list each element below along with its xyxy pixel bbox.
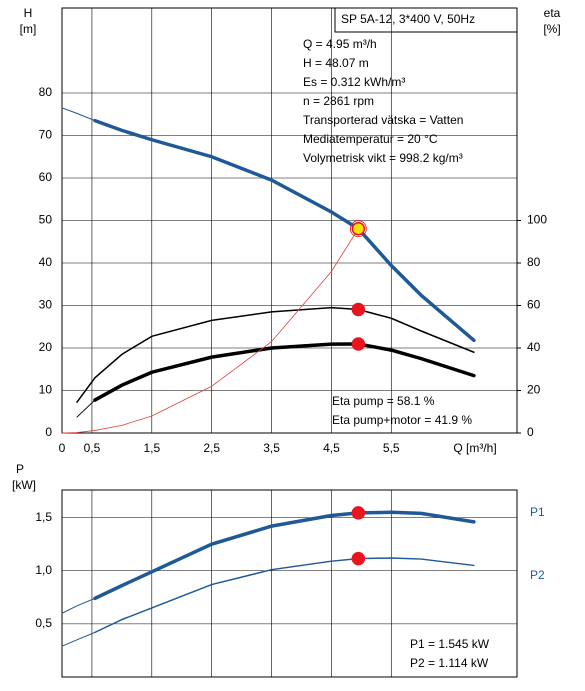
annotation: Mediatemperatur = 20 °C — [303, 132, 438, 146]
y-tick-label: 50 — [39, 213, 53, 227]
curve — [61, 631, 96, 647]
y-tick-label: 10 — [39, 383, 53, 397]
chart-title: SP 5A-12, 3*400 V, 50Hz — [341, 12, 475, 26]
duty-point — [351, 221, 366, 236]
series-label: P1 — [530, 505, 545, 519]
y2-tick-label: 60 — [527, 298, 541, 312]
y-tick-label: 30 — [39, 298, 53, 312]
duty-point — [351, 337, 366, 351]
duty-point — [351, 551, 366, 566]
annotation: H = 48.07 m — [303, 56, 369, 70]
annotation: Transporterad vätska = Vatten — [303, 113, 463, 127]
curve — [94, 557, 475, 634]
y2-tick-label: 40 — [527, 340, 541, 354]
x-tick-label: 4,5 — [323, 441, 340, 455]
y-tick-label: 0,5 — [35, 616, 52, 630]
y2-label: eta — [544, 6, 561, 20]
curve — [93, 342, 476, 402]
x-tick-label: 0,5 — [84, 441, 101, 455]
y-tick-label: 20 — [39, 340, 53, 354]
curve — [61, 107, 96, 122]
duty-point — [351, 506, 366, 520]
curve — [61, 228, 359, 434]
series-label: P2 — [530, 568, 545, 582]
y-label: H — [24, 6, 33, 20]
y2-unit: [%] — [543, 22, 560, 36]
y-tick-label: 70 — [39, 128, 53, 142]
y-tick-label: 80 — [39, 85, 53, 99]
title-box — [334, 7, 518, 33]
curve — [93, 118, 476, 343]
annotation: Es = 0.312 kWh/m³ — [303, 75, 405, 89]
x-tick-label: 5,5 — [383, 441, 400, 455]
curve — [76, 306, 475, 403]
y-tick-label: 40 — [39, 255, 53, 269]
note: Eta pump = 58.1 % — [332, 394, 435, 408]
annotation: n = 2861 rpm — [303, 94, 374, 108]
note: Eta pump+motor = 41.9 % — [332, 413, 472, 427]
x-tick-label: 2,5 — [203, 441, 220, 455]
y2-tick-label: 80 — [527, 255, 541, 269]
y-unit: [m] — [20, 22, 37, 36]
note: P2 = 1.114 kW — [410, 656, 489, 670]
y2-tick-label: 100 — [527, 213, 547, 227]
y-tick-label: 1,0 — [35, 563, 52, 577]
y2-tick-label: 0 — [527, 425, 534, 439]
y-unit: [kW] — [12, 478, 36, 492]
duty-point — [351, 302, 366, 317]
plot-frame — [61, 7, 518, 434]
x-label: Q [m³/h] — [453, 441, 496, 455]
x-tick-label: 0 — [59, 441, 66, 455]
annotation: Q = 4.95 m³/h — [303, 37, 377, 51]
note: P1 = 1.545 kW — [410, 637, 490, 651]
y-tick-label: 1,5 — [35, 510, 52, 524]
x-tick-label: 3,5 — [263, 441, 280, 455]
y-tick-label: 60 — [39, 170, 53, 184]
duty-ring — [349, 220, 367, 238]
curve — [76, 399, 96, 418]
y-label: P — [16, 462, 24, 476]
annotation: Volymetrisk vikt = 998.2 kg/m³ — [303, 151, 463, 165]
y-tick-label: 0 — [45, 425, 52, 439]
curve — [93, 510, 476, 601]
x-tick-label: 1,5 — [143, 441, 160, 455]
y2-tick-label: 20 — [527, 383, 541, 397]
plot-frame — [61, 489, 518, 678]
curve — [61, 597, 96, 614]
